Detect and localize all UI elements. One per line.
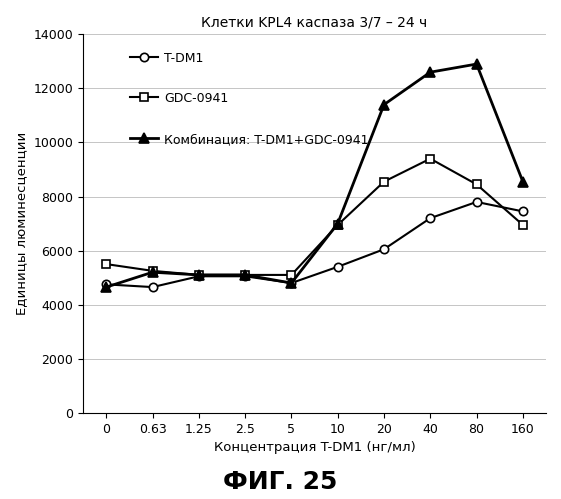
Legend: T-DM1, GDC-0941, Комбинация: T-DM1+GDC-0941: T-DM1, GDC-0941, Комбинация: T-DM1+GDC-0… <box>126 48 372 150</box>
GDC-0941 <box>334 222 341 228</box>
GDC-0941 <box>380 179 387 185</box>
Y-axis label: Единицы люминесценции: Единицы люминесценции <box>15 132 28 315</box>
GDC-0941 <box>149 268 156 274</box>
T-DM1 <box>334 264 341 270</box>
Line: Комбинация: T-DM1+GDC-0941: Комбинация: T-DM1+GDC-0941 <box>102 59 528 292</box>
Line: GDC-0941: GDC-0941 <box>102 155 527 279</box>
T-DM1 <box>473 199 480 205</box>
Комбинация: T-DM1+GDC-0941: (8, 1.29e+04): T-DM1+GDC-0941: (8, 1.29e+04) <box>473 61 480 67</box>
GDC-0941 <box>103 261 109 267</box>
Комбинация: T-DM1+GDC-0941: (3, 5.1e+03): T-DM1+GDC-0941: (3, 5.1e+03) <box>242 272 249 278</box>
Комбинация: T-DM1+GDC-0941: (6, 1.14e+04): T-DM1+GDC-0941: (6, 1.14e+04) <box>380 102 387 108</box>
Title: Клетки KPL4 каспаза 3/7 – 24 ч: Клетки KPL4 каспаза 3/7 – 24 ч <box>201 15 427 29</box>
T-DM1 <box>519 209 526 215</box>
T-DM1 <box>149 284 156 290</box>
Комбинация: T-DM1+GDC-0941: (1, 5.2e+03): T-DM1+GDC-0941: (1, 5.2e+03) <box>149 269 156 275</box>
GDC-0941 <box>195 272 202 278</box>
Line: T-DM1: T-DM1 <box>102 198 527 291</box>
X-axis label: Концентрация T-DM1 (нг/мл): Концентрация T-DM1 (нг/мл) <box>214 441 416 454</box>
GDC-0941 <box>427 156 434 162</box>
T-DM1 <box>195 273 202 279</box>
T-DM1 <box>242 273 249 279</box>
Комбинация: T-DM1+GDC-0941: (0, 4.65e+03): T-DM1+GDC-0941: (0, 4.65e+03) <box>103 284 109 290</box>
Комбинация: T-DM1+GDC-0941: (7, 1.26e+04): T-DM1+GDC-0941: (7, 1.26e+04) <box>427 69 434 75</box>
T-DM1 <box>380 246 387 252</box>
Text: ФИГ. 25: ФИГ. 25 <box>223 470 338 494</box>
T-DM1 <box>103 281 109 287</box>
T-DM1 <box>288 280 295 286</box>
Комбинация: T-DM1+GDC-0941: (9, 8.55e+03): T-DM1+GDC-0941: (9, 8.55e+03) <box>519 179 526 185</box>
T-DM1 <box>427 215 434 221</box>
Комбинация: T-DM1+GDC-0941: (2, 5.1e+03): T-DM1+GDC-0941: (2, 5.1e+03) <box>195 272 202 278</box>
GDC-0941 <box>242 272 249 278</box>
GDC-0941 <box>473 181 480 187</box>
Комбинация: T-DM1+GDC-0941: (5, 7e+03): T-DM1+GDC-0941: (5, 7e+03) <box>334 221 341 227</box>
Комбинация: T-DM1+GDC-0941: (4, 4.8e+03): T-DM1+GDC-0941: (4, 4.8e+03) <box>288 280 295 286</box>
GDC-0941 <box>519 222 526 228</box>
GDC-0941 <box>288 272 295 278</box>
